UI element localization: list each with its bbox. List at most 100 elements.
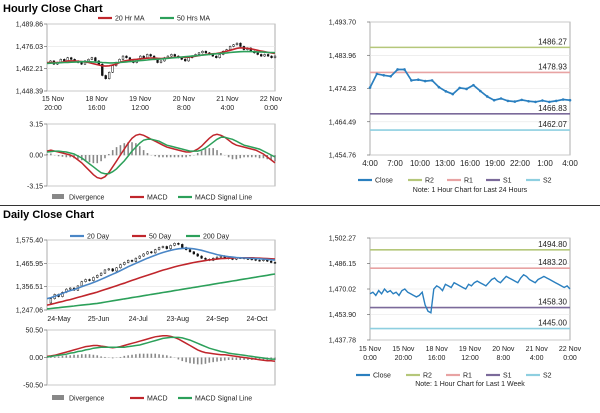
candle-body (161, 246, 165, 248)
y-tick-label: 1,448.39 (16, 89, 43, 96)
x-tick-label: 10:00 (410, 159, 431, 168)
divergence-bar (77, 354, 79, 358)
close-point (423, 79, 427, 83)
divergence-bar (196, 357, 199, 365)
chart-note: Note: 1 Hour Chart for Last 24 Hours (413, 187, 528, 194)
divergence-bar (96, 355, 99, 358)
x-tick-label: 22:00 (510, 159, 531, 168)
divergence-bar (258, 155, 261, 159)
candle-body (134, 257, 138, 262)
close-point (430, 79, 434, 82)
y-tick-label: -3.15 (27, 184, 43, 191)
divergence-bar (165, 355, 168, 358)
close-point (403, 68, 406, 71)
divergence-bar (84, 155, 87, 162)
x-tick-label-line: 16:00 (428, 355, 446, 362)
candle-body (154, 249, 157, 254)
candle-body (269, 260, 273, 263)
close-point (499, 97, 503, 100)
divergence-bar (123, 355, 126, 358)
candle-body (173, 243, 176, 246)
candle-body (239, 42, 242, 47)
legend-r2-label: R2 (425, 178, 434, 185)
divergence-bar (77, 155, 79, 160)
divergence-bar (254, 155, 257, 158)
ma50-line (46, 50, 276, 65)
divergence-bar (127, 355, 129, 358)
candle-body (69, 287, 72, 290)
legend-divergence-swatch (52, 194, 64, 199)
y-tick-label: 1,470.02 (329, 287, 356, 294)
level-r2-value: 1494.80 (538, 240, 567, 249)
divergence-bar (196, 153, 199, 156)
x-tick-label: 20 Nov 8:00 (492, 346, 515, 362)
y-tick-label: 1,453.90 (329, 312, 356, 319)
level-s1-value: 1458.30 (538, 298, 567, 307)
y-tick-label: 0.00 (29, 153, 43, 160)
candle-body (157, 247, 161, 250)
divergence-bar (115, 147, 118, 156)
divergence-bar (220, 153, 222, 156)
candle-body (184, 59, 187, 62)
candle-body (84, 279, 87, 282)
ma200-day-line (46, 273, 276, 310)
candle-body (138, 255, 141, 259)
candle-body (266, 54, 270, 57)
divergence-bar (208, 148, 211, 156)
x-tick-label: 7:00 (387, 159, 403, 168)
candle-body (99, 272, 103, 276)
y-tick-label: 1,489.86 (16, 22, 43, 29)
candle-body (49, 298, 53, 304)
macd-line (46, 133, 276, 180)
divergence-bar (270, 155, 272, 161)
divergence-bar (80, 354, 83, 358)
candle-body (142, 55, 145, 58)
candle-body (125, 55, 128, 58)
divergence-bar (108, 154, 110, 156)
divergence-bar (220, 357, 222, 362)
candle-body (256, 52, 259, 55)
candle-body (101, 63, 104, 76)
candle-body (63, 59, 66, 62)
x-tick-label: 15 Nov 20:00 (392, 346, 415, 362)
x-tick-label-line: 19 Nov (459, 346, 482, 353)
candle-body (165, 246, 168, 249)
x-tick-label: 4:00 (362, 159, 378, 168)
candle-body (115, 267, 118, 272)
legend-macd-label: MACD (147, 195, 168, 202)
divergence-bar (46, 154, 48, 156)
divergence-bar (216, 357, 218, 362)
candle-body (88, 279, 91, 281)
divergence-bar (53, 356, 56, 358)
y-tick-label: 1,493.70 (329, 20, 356, 27)
divergence-bar (57, 356, 60, 358)
divergence-bar (231, 155, 234, 160)
x-tick-label: 24-Jul (129, 316, 149, 323)
divergence-bar (96, 155, 99, 164)
x-tick-label: 19 Nov 12:00 (129, 96, 152, 112)
candle-body (200, 255, 203, 259)
candle-body (215, 256, 219, 259)
x-tick-label: 19 Nov 12:00 (459, 346, 482, 362)
divergence-bar (158, 354, 160, 358)
y-tick-label: 1,247.06 (16, 308, 43, 315)
close-point (541, 99, 544, 102)
legend-20-day-label: 20 Day (87, 234, 110, 241)
x-tick-label-line: 18 Nov (426, 346, 449, 353)
candle-body (173, 54, 176, 57)
candle-body (119, 264, 122, 269)
close-point (465, 87, 468, 91)
y-tick-label: 1,474.23 (329, 86, 356, 93)
x-tick-label-line: 21 Nov (526, 346, 549, 353)
x-tick-label: 21 Nov 4:00 (216, 96, 239, 112)
y-tick-label: -50.50 (23, 383, 43, 390)
x-tick-label: 24-May (47, 316, 71, 323)
divergence-bar (262, 155, 265, 159)
x-tick-label: 21 Nov 4:00 (526, 346, 549, 362)
divergence-bar (235, 155, 238, 160)
x-tick-label: 23-Aug (167, 316, 190, 323)
divergence-bar (169, 155, 172, 158)
legend-50-day-label: 50 Day (149, 234, 172, 241)
macd-signal-line (46, 336, 275, 360)
